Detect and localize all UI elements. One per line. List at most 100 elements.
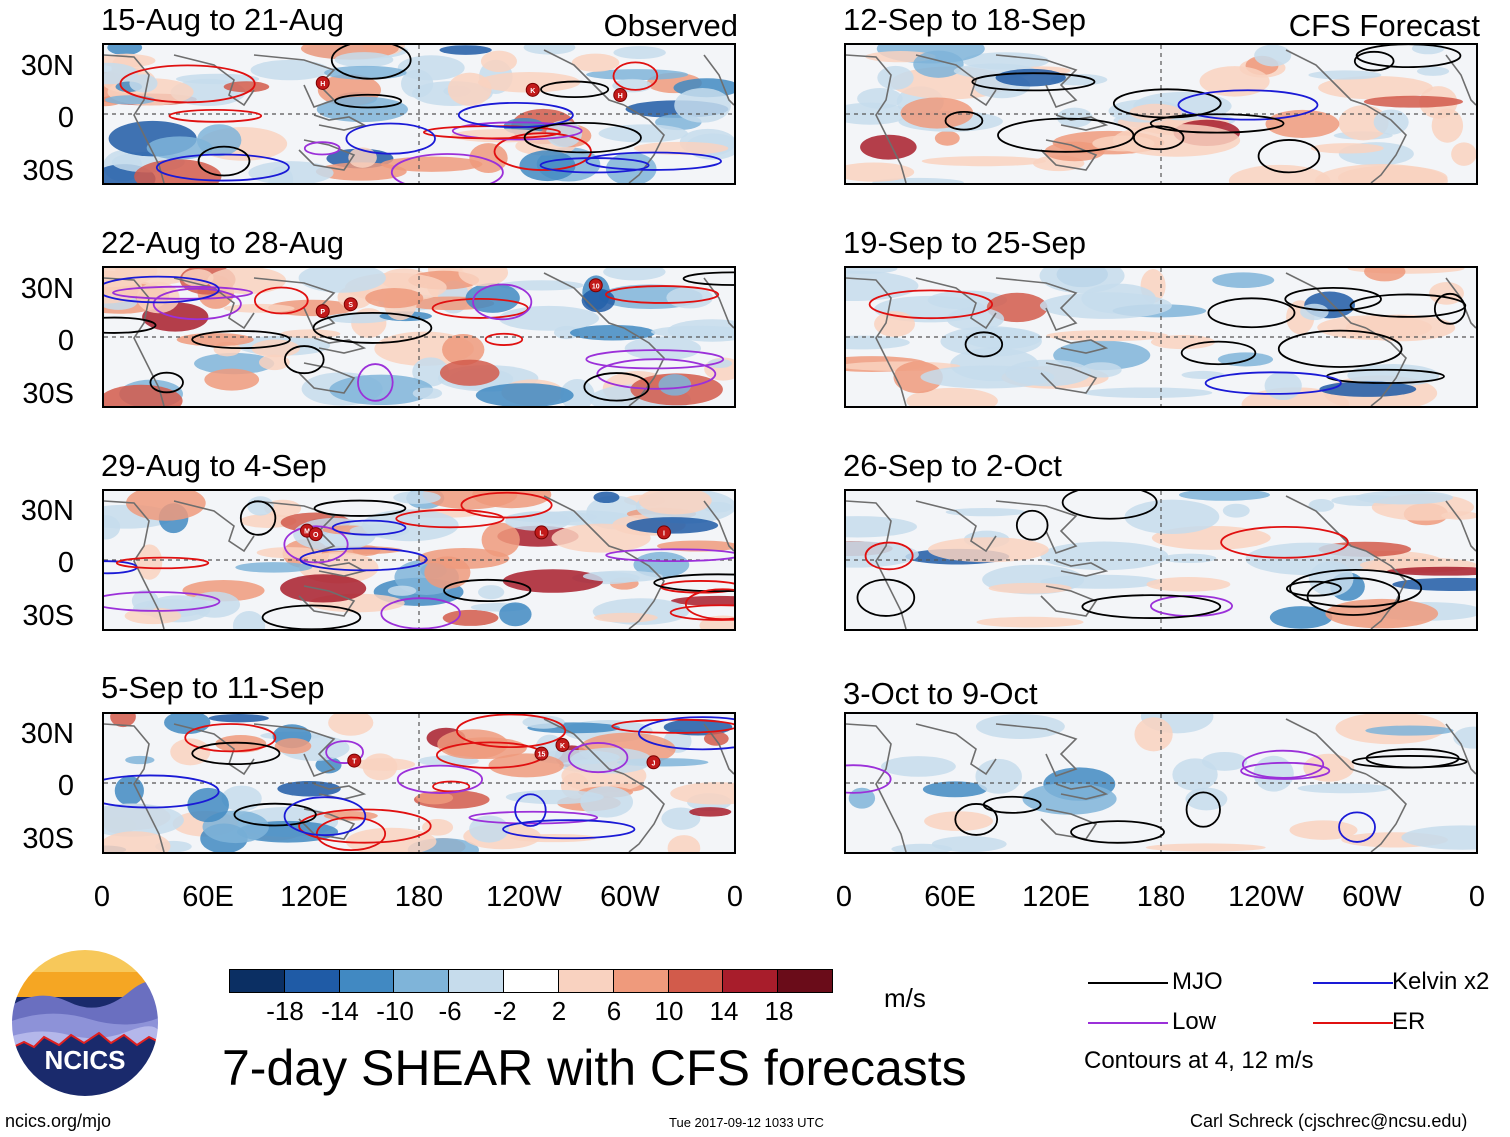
colorbar-tick: 18 — [764, 996, 794, 1026]
low-contour — [451, 121, 583, 141]
coastline — [995, 54, 1078, 108]
mjo-contour — [1180, 340, 1257, 366]
storm-label: 10 — [592, 283, 600, 290]
legend-kelvin-label: Kelvin x2 — [1392, 968, 1490, 995]
shear-anomaly — [329, 374, 434, 406]
shear-anomaly — [598, 124, 688, 143]
coastline — [1285, 495, 1367, 552]
low-contour — [390, 153, 504, 183]
low-contour — [468, 810, 599, 825]
map-panel-fc-3 — [844, 489, 1478, 631]
shear-anomaly — [1453, 726, 1476, 749]
storm-label: K — [560, 743, 565, 750]
coastline — [703, 277, 734, 329]
storm-label: J — [652, 760, 656, 767]
shear-anomaly — [107, 45, 143, 56]
lon-label: 0 — [726, 881, 744, 913]
map-panel-obs-4: T 15 K J — [102, 712, 736, 854]
ncics-logo: NCICS — [10, 948, 160, 1098]
lat-label-30s: 30S — [22, 600, 74, 632]
shear-anomaly — [593, 491, 620, 504]
shear-anomaly — [523, 45, 576, 55]
storm-label: S — [348, 302, 353, 309]
shear-anomaly — [603, 268, 666, 281]
low-contour — [1240, 761, 1331, 780]
shear-anomaly — [458, 268, 509, 287]
shear-anomaly — [877, 65, 914, 90]
shear-anomaly — [478, 585, 505, 600]
lat-label-30s: 30S — [22, 155, 74, 187]
logo-text: NCICS — [45, 1045, 126, 1075]
shear-anomaly — [104, 831, 171, 852]
shear-anomaly — [1264, 371, 1302, 401]
storm-marker: K — [525, 82, 540, 97]
coastline — [1285, 272, 1367, 329]
kelvin-contour — [104, 774, 220, 809]
mjo-contour — [1277, 329, 1403, 368]
legend-kelvin-line — [1313, 982, 1393, 984]
mjo-contour — [1061, 491, 1158, 520]
coastline — [313, 337, 367, 354]
coastline — [104, 500, 165, 629]
shear-anomaly — [988, 582, 1072, 594]
shear-anomaly — [703, 731, 729, 746]
mjo-contour — [1284, 286, 1382, 312]
shear-anomaly — [146, 136, 213, 160]
coastline — [1055, 560, 1109, 577]
shear-anomaly — [667, 835, 701, 852]
colorbar-tick: 6 — [606, 996, 622, 1026]
shear-anomaly — [1416, 66, 1450, 76]
map-canvas: T 15 K J — [104, 714, 734, 852]
colorbar-swatch — [449, 970, 505, 992]
er-contour — [460, 491, 553, 519]
shear-anomaly — [480, 50, 517, 73]
shear-anomaly — [976, 616, 1084, 628]
colorbar-swatch — [723, 970, 779, 992]
colorbar-swatch — [504, 970, 559, 992]
shear-anomaly — [846, 516, 918, 538]
map-canvas — [846, 45, 1476, 183]
coastline — [1285, 718, 1367, 775]
shear-anomaly — [1345, 314, 1456, 342]
mjo-contour — [944, 111, 984, 131]
shear-anomaly — [204, 368, 260, 391]
mjo-contour — [149, 371, 184, 394]
kelvin-contour — [331, 519, 407, 536]
kelvin-contour — [502, 819, 636, 840]
colorbar-tick: 2 — [551, 996, 567, 1026]
colorbar-tick: 14 — [709, 996, 739, 1026]
low-contour — [567, 742, 629, 774]
lon-label: 60W — [600, 881, 660, 913]
shear-anomaly — [658, 374, 692, 396]
shear-anomaly — [846, 541, 919, 568]
lat-label-eq: 0 — [57, 325, 74, 357]
shear-anomaly — [170, 738, 211, 766]
shear-anomaly — [442, 333, 485, 366]
footer-url[interactable]: ncics.org/mjo — [5, 1111, 112, 1131]
coastline — [1055, 783, 1109, 800]
shear-anomaly — [1199, 66, 1270, 97]
mjo-contour — [583, 372, 650, 402]
lon-label: 0 — [835, 881, 853, 913]
lon-label: 180 — [1136, 881, 1186, 913]
map-panel-fc-4 — [844, 712, 1478, 854]
panel-title-obs-1: 15-Aug to 21-Aug — [101, 2, 345, 37]
low-contour — [325, 740, 364, 764]
shear-anomaly — [1364, 268, 1406, 282]
shear-anomaly — [522, 715, 565, 729]
map-canvas: H K H — [104, 45, 734, 183]
shear-anomaly — [412, 357, 450, 387]
coastline — [995, 723, 1078, 777]
shear-anomaly — [593, 612, 658, 623]
lon-label: 120E — [280, 881, 348, 913]
shear-anomaly — [1337, 165, 1448, 183]
map-canvas — [846, 714, 1476, 852]
mjo-contour — [1355, 45, 1462, 69]
lat-label-30s: 30S — [22, 378, 74, 410]
legend-low-line — [1088, 1022, 1168, 1024]
lon-label: 180 — [394, 881, 444, 913]
shear-anomaly — [1355, 491, 1454, 505]
kelvin-contour — [155, 153, 290, 182]
shear-anomaly — [397, 55, 465, 81]
